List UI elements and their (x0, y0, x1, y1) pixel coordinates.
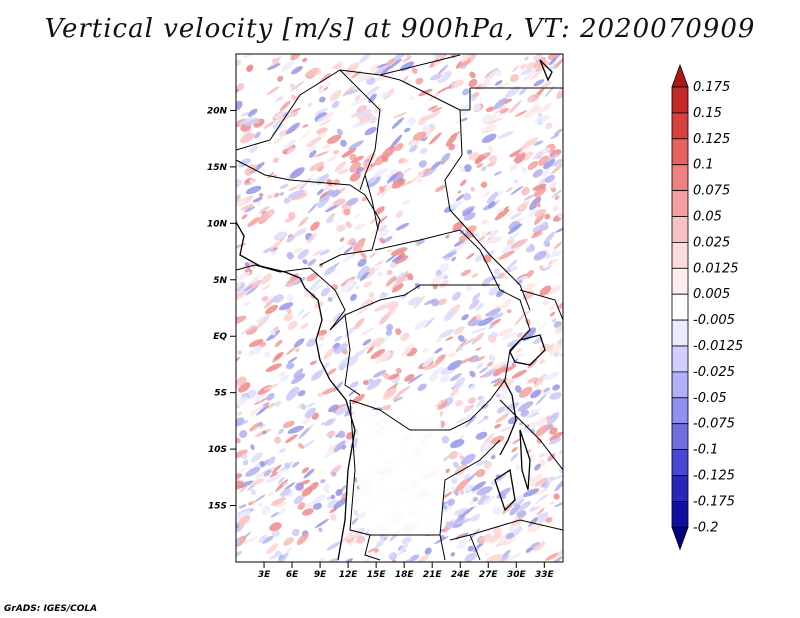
colorbar-swatch (671, 423, 689, 451)
lat-axis: 20N 15N 10N 5N EQ 5S 10S 15S (207, 106, 236, 512)
colorbar-label: 0.1 (693, 158, 714, 173)
colorbar-swatch (671, 293, 689, 321)
colorbar-label: -0.125 (693, 469, 735, 484)
lat-tick-label: 20N (207, 106, 228, 116)
colorbar-swatch (671, 500, 689, 528)
colorbar-swatch (671, 475, 689, 502)
colorbar-label: -0.005 (693, 313, 735, 328)
coastline-and-lakes (236, 59, 553, 561)
lat-tick-label: 10N (207, 219, 228, 229)
colorbar-swatch (671, 112, 689, 140)
lat-tick-label: 15S (208, 502, 227, 512)
colorbar-swatch (671, 397, 689, 425)
lon-axis: 3E 6E 9E 12E 15E 18E 21E 24E 27E 30E 33E (258, 562, 555, 580)
grads-credit: GrADS: IGES/COLA (4, 604, 98, 614)
lat-tick-label: 5S (214, 389, 227, 399)
colorbar-swatch (671, 345, 689, 373)
lon-tick-label: 30E (507, 570, 527, 580)
colorbar-label: -0.05 (693, 391, 727, 406)
colorbar-label: -0.1 (693, 443, 718, 458)
lon-tick-label: 6E (286, 570, 299, 580)
lat-tick-label: 15N (207, 163, 228, 173)
colorbar-label: -0.2 (693, 520, 718, 535)
lat-tick-label: 10S (208, 445, 227, 455)
colorbar-swatch (671, 449, 689, 476)
colorbar-label: 0.075 (693, 184, 730, 199)
lon-tick-label: 9E (314, 570, 327, 580)
colorbar-label: 0.05 (693, 210, 722, 225)
lon-tick-label: 33E (535, 570, 555, 580)
lon-tick-label: 15E (367, 570, 387, 580)
colorbar-swatch (671, 241, 689, 269)
colorbar-swatch (671, 190, 689, 217)
colorbar-label: 0.15 (693, 106, 722, 121)
colorbar-label: -0.175 (693, 494, 735, 509)
colorbar-label: 0.175 (693, 80, 730, 95)
lat-tick-label: EQ (213, 332, 227, 342)
colorbar-label: 0.005 (693, 287, 730, 302)
lon-tick-label: 21E (423, 570, 443, 580)
lon-tick-label: 12E (339, 570, 359, 580)
colorbar-swatch (671, 164, 689, 191)
colorbar-label: 0.0125 (693, 261, 739, 276)
lat-tick-label: 5N (213, 276, 227, 286)
chart-title: Vertical velocity [m/s] at 900hPa, VT: 2… (44, 14, 756, 44)
colorbar-label: 0.025 (693, 235, 730, 250)
colorbar-swatch (671, 216, 689, 243)
colorbar-swatch (671, 267, 689, 295)
map-frame (235, 53, 564, 563)
colorbar-label: -0.075 (693, 417, 735, 432)
country-borders (236, 54, 563, 561)
lon-tick-label: 27E (479, 570, 499, 580)
velocity-field (236, 54, 563, 562)
colorbar-swatch (671, 319, 689, 347)
colorbar: 0.175 0.15 0.125 0.1 0.075 0.05 0.025 0.0125 0.0… (671, 63, 743, 551)
colorbar-swatch (671, 371, 689, 399)
colorbar-swatch (671, 86, 689, 114)
colorbar-max-arrow (671, 63, 689, 88)
lon-tick-label: 18E (395, 570, 415, 580)
lon-tick-label: 24E (451, 570, 471, 580)
colorbar-label: 0.125 (693, 132, 730, 147)
colorbar-min-arrow (671, 526, 689, 551)
colorbar-label: -0.025 (693, 365, 735, 380)
colorbar-swatch (671, 138, 689, 166)
colorbar-label: -0.0125 (693, 339, 743, 354)
lon-tick-label: 3E (258, 570, 271, 580)
